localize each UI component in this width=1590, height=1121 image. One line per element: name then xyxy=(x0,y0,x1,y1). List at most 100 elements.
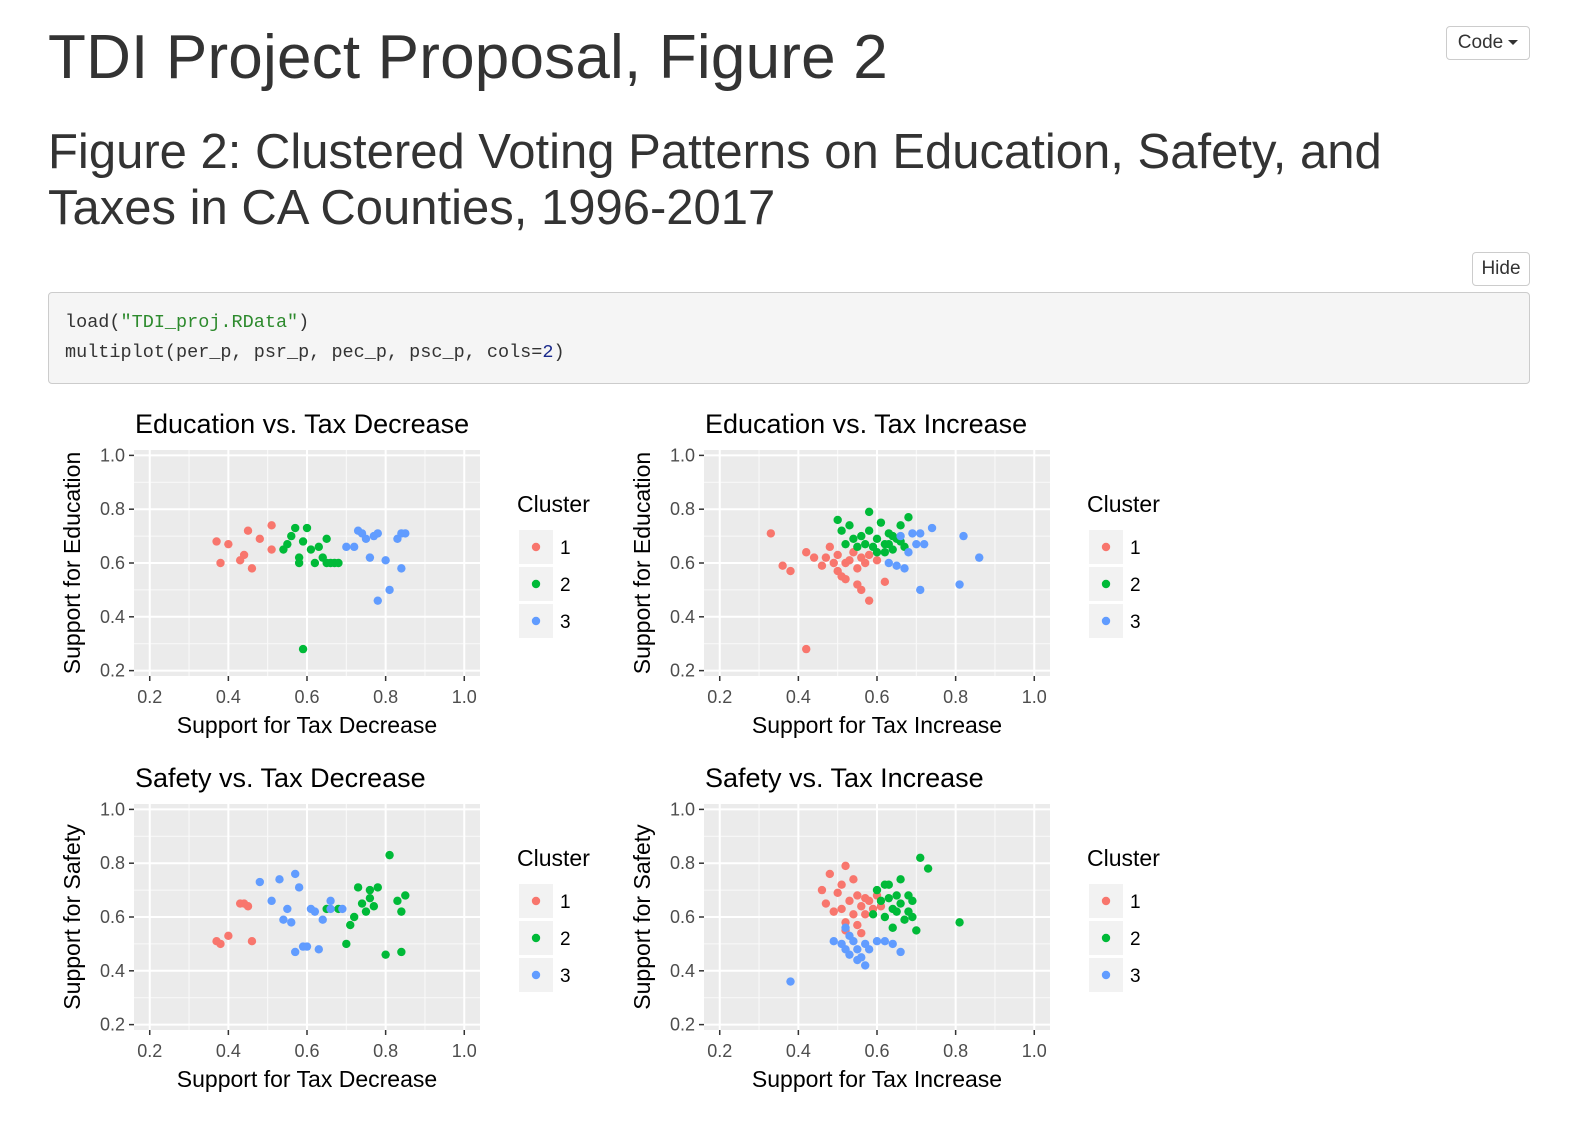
data-point-cluster-2 xyxy=(876,896,886,906)
data-point-cluster-3 xyxy=(338,904,347,914)
scatter-plot-1: 0.2 0.2 0.4 0.4 0.6 0.6 0.8 0.8 1.0 1.0 Education … xyxy=(59,409,590,738)
data-point-cluster-2 xyxy=(361,907,371,916)
data-point-cluster-3 xyxy=(896,947,905,957)
data-point-cluster-1 xyxy=(857,928,866,938)
data-point-cluster-1 xyxy=(853,920,862,930)
data-point-cluster-1 xyxy=(857,902,866,911)
data-point-cluster-3 xyxy=(342,542,351,552)
data-point-cluster-1 xyxy=(841,861,850,871)
data-point-cluster-3 xyxy=(373,529,382,538)
legend-label: 3 xyxy=(1130,966,1141,987)
x-tick-label: 1.0 xyxy=(1022,687,1047,707)
data-point-cluster-2 xyxy=(401,891,410,900)
x-axis-label: Support for Tax Decrease xyxy=(177,712,437,738)
legend-label: 3 xyxy=(560,612,571,633)
y-axis-label: Support for Education xyxy=(629,452,655,674)
data-point-cluster-3 xyxy=(975,553,984,562)
data-point-cluster-3 xyxy=(291,947,300,957)
data-point-cluster-3 xyxy=(318,915,327,924)
data-point-cluster-1 xyxy=(825,869,835,879)
data-point-cluster-2 xyxy=(349,912,359,922)
y-tick-label: 1.0 xyxy=(670,445,695,465)
x-axis-label: Support for Tax Decrease xyxy=(177,1066,437,1092)
data-point-cluster-3 xyxy=(326,904,335,914)
legend-swatch-3 xyxy=(1101,616,1111,626)
data-point-cluster-2 xyxy=(872,885,882,895)
data-point-cluster-3 xyxy=(326,896,335,906)
data-point-cluster-3 xyxy=(861,961,870,970)
data-point-cluster-3 xyxy=(255,877,265,887)
data-point-cluster-3 xyxy=(845,950,854,959)
legend-label: 1 xyxy=(1130,892,1141,913)
legend-label: 3 xyxy=(1130,612,1141,633)
data-point-cluster-3 xyxy=(849,937,858,946)
x-tick-label: 0.6 xyxy=(294,687,319,707)
data-point-cluster-3 xyxy=(884,558,893,568)
data-point-cluster-2 xyxy=(833,515,842,525)
data-point-cluster-2 xyxy=(334,558,343,568)
data-point-cluster-2 xyxy=(876,518,886,527)
x-tick-label: 0.6 xyxy=(294,1041,319,1061)
data-point-cluster-3 xyxy=(841,923,850,932)
code-dropdown-button[interactable]: Code xyxy=(1446,26,1530,60)
data-point-cluster-1 xyxy=(857,585,866,595)
legend-swatch-1 xyxy=(1101,542,1111,552)
data-point-cluster-3 xyxy=(912,539,921,549)
x-tick-label: 1.0 xyxy=(452,1041,477,1061)
data-point-cluster-2 xyxy=(923,864,933,873)
data-point-cluster-2 xyxy=(872,534,882,543)
page-title: TDI Project Proposal, Figure 2 xyxy=(48,23,888,92)
y-tick-label: 0.2 xyxy=(100,661,125,681)
data-point-cluster-2 xyxy=(845,521,854,530)
x-tick-label: 0.4 xyxy=(216,1041,241,1061)
data-point-cluster-2 xyxy=(864,507,874,517)
data-point-cluster-1 xyxy=(853,564,862,573)
code-close: ) xyxy=(298,312,310,333)
data-point-cluster-2 xyxy=(381,950,390,959)
x-tick-label: 1.0 xyxy=(452,687,477,707)
code-fn: load( xyxy=(65,312,121,333)
data-point-cluster-2 xyxy=(397,907,406,916)
data-point-cluster-1 xyxy=(849,875,858,884)
data-point-cluster-2 xyxy=(872,548,882,557)
data-point-cluster-1 xyxy=(255,534,265,543)
data-point-cluster-1 xyxy=(845,896,854,906)
data-point-cluster-2 xyxy=(888,923,897,932)
y-axis-label: Support for Education xyxy=(59,452,85,674)
plot-title: Safety vs. Tax Decrease xyxy=(135,763,426,793)
data-point-cluster-1 xyxy=(864,896,874,906)
y-tick-label: 0.4 xyxy=(670,961,695,981)
legend-swatch-1 xyxy=(531,896,541,906)
x-tick-label: 0.8 xyxy=(943,687,968,707)
code-block[interactable]: load("TDI_proj.RData") multiplot(per_p, … xyxy=(48,292,1530,384)
x-tick-label: 0.2 xyxy=(707,687,732,707)
data-point-cluster-2 xyxy=(884,880,893,889)
data-point-cluster-3 xyxy=(904,548,913,557)
legend-label: 2 xyxy=(560,929,571,950)
y-tick-label: 0.8 xyxy=(100,853,125,873)
data-point-cluster-3 xyxy=(900,564,909,573)
data-point-cluster-3 xyxy=(397,564,406,573)
data-point-cluster-3 xyxy=(916,529,925,538)
data-point-cluster-2 xyxy=(896,875,905,884)
x-tick-label: 0.8 xyxy=(373,1041,398,1061)
data-point-cluster-3 xyxy=(291,869,300,879)
data-point-cluster-2 xyxy=(314,542,323,552)
data-point-cluster-1 xyxy=(817,885,827,895)
section-heading: Figure 2: Clustered Voting Patterns on E… xyxy=(48,125,1382,235)
data-point-cluster-1 xyxy=(837,904,846,914)
hide-code-button[interactable]: Hide xyxy=(1472,252,1530,286)
plot-title: Education vs. Tax Decrease xyxy=(135,409,469,439)
legend-label: 2 xyxy=(1130,575,1141,596)
legend-swatch-3 xyxy=(531,970,541,980)
data-point-cluster-3 xyxy=(302,942,312,951)
multiplot-figure: 0.2 0.2 0.4 0.4 0.6 0.6 0.8 0.8 1.0 1.0 Education … xyxy=(59,409,1160,1092)
data-point-cluster-2 xyxy=(283,539,292,549)
code-close: ) xyxy=(553,342,565,363)
y-axis-label: Support for Safety xyxy=(629,824,655,1010)
data-point-cluster-1 xyxy=(247,937,257,946)
y-tick-label: 0.8 xyxy=(100,499,125,519)
data-point-cluster-1 xyxy=(841,574,850,584)
data-point-cluster-3 xyxy=(853,945,862,954)
y-tick-label: 1.0 xyxy=(100,445,125,465)
